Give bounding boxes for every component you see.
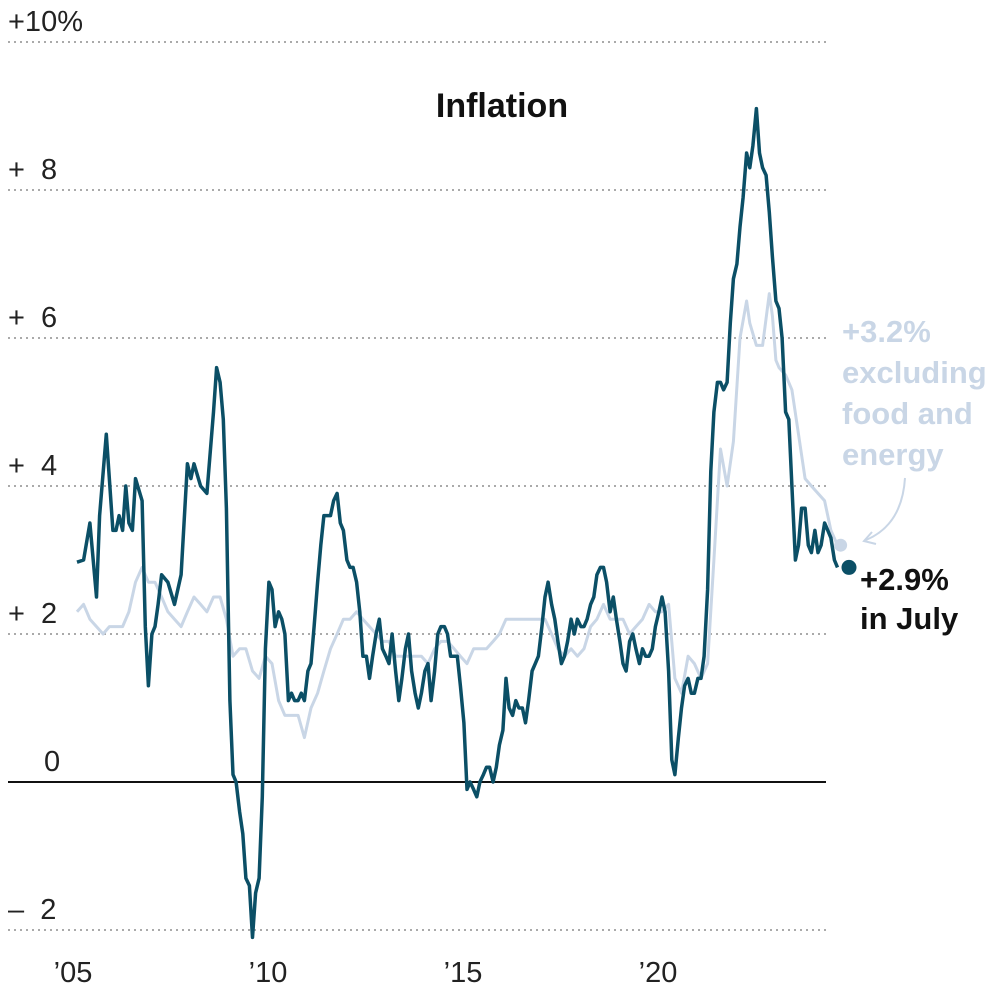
core-annotation-arrowhead (862, 531, 877, 545)
core-series-line (75, 292, 841, 740)
headline-series-line (76, 106, 840, 940)
y-tick-label: + 8 (8, 154, 57, 186)
y-tick-label: + 6 (8, 302, 57, 334)
y-tick-label: +10% (8, 6, 83, 38)
core-annotation: +3.2% excluding food and energy (842, 314, 987, 545)
core-annotation-arrow (865, 477, 906, 541)
y-axis-ticks: +10% + 8 + 6 + 4 + 2 0 – 2 (8, 6, 83, 926)
x-tick-label: ’10 (249, 957, 288, 989)
series (75, 106, 857, 940)
x-axis-ticks: ’05 ’10 ’15 ’20 (54, 957, 678, 989)
x-tick-label: ’05 (54, 957, 93, 989)
y-tick-label: – 2 (8, 894, 56, 926)
y-tick-label: 0 (44, 746, 60, 778)
chart-title: Inflation (436, 87, 568, 125)
headline-annotation-label: in July (860, 601, 959, 636)
core-annotation-line2: food and (842, 396, 973, 431)
core-annotation-line1: excluding (842, 355, 987, 390)
x-tick-label: ’15 (444, 957, 483, 989)
headline-endpoint-marker (841, 559, 857, 575)
y-tick-label: + 4 (8, 450, 57, 482)
gridlines (8, 41, 826, 931)
core-annotation-value: +3.2% (842, 314, 931, 349)
x-tick-label: ’20 (639, 957, 678, 989)
headline-annotation-value: +2.9% (860, 562, 949, 597)
core-endpoint-marker (834, 538, 848, 552)
core-annotation-line3: energy (842, 437, 944, 472)
y-tick-label: + 2 (8, 598, 57, 630)
headline-annotation: +2.9% in July (860, 562, 959, 636)
